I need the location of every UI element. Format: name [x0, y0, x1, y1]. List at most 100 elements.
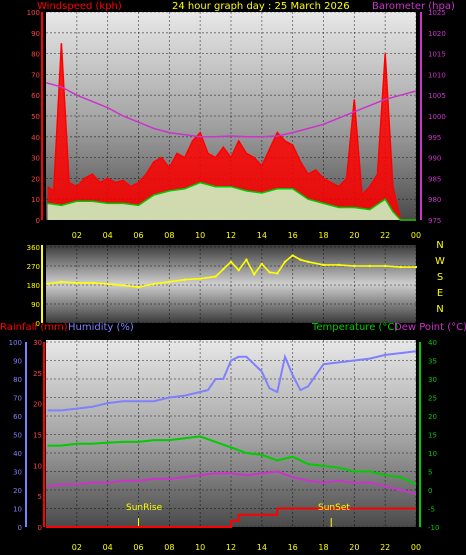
windspeed-tick-30: 30	[31, 155, 40, 163]
humidity-tick-40: 40	[13, 450, 22, 458]
barometer-tick-1015: 1015	[428, 51, 446, 59]
wind-direction-point	[383, 264, 387, 268]
temperature-tick-5: 5	[428, 469, 432, 477]
humidity-tick-20: 20	[13, 487, 22, 495]
direction-tick-180: 180	[27, 282, 40, 290]
direction-panel-axes: 0 90 180 270 360	[27, 244, 43, 328]
direction-tick-360: 360	[27, 244, 40, 252]
temperature-tick-15: 15	[428, 432, 437, 440]
temp-x-tick-12: 12	[226, 543, 236, 552]
wind-direction-point	[60, 280, 63, 284]
barometer-tick-1010: 1010	[428, 71, 446, 79]
wind-x-tick-20: 20	[349, 231, 359, 240]
wind-direction-point	[414, 265, 418, 269]
wind-x-tick-06: 06	[133, 231, 143, 240]
rainfall-tick-15: 15	[33, 432, 42, 440]
windspeed-tick-70: 70	[31, 71, 40, 79]
wind-panel-series	[45, 43, 417, 221]
humidity-tick-60: 60	[13, 413, 22, 421]
rainfall-tick-25: 25	[33, 370, 42, 378]
wind-direction-point	[168, 280, 171, 284]
windspeed-tick-50: 50	[31, 113, 40, 121]
windspeed-tick-20: 20	[31, 175, 40, 183]
temperature-tick-40: 40	[428, 339, 437, 347]
wind-x-tick-14: 14	[257, 231, 267, 240]
temperature-axis-label: Temperature (°C)	[311, 322, 398, 333]
temp-x-tick-00: 00	[411, 543, 421, 552]
wind-direction-point	[268, 271, 271, 274]
barometer-tick-980: 980	[428, 196, 441, 204]
wind-direction-point	[106, 282, 109, 286]
wind-average-area	[47, 182, 416, 220]
temp-x-tick-20: 20	[349, 543, 359, 552]
compass-letter-3: E	[437, 288, 443, 299]
rainfall-tick-0: 0	[38, 524, 42, 532]
wind-direction-point	[299, 258, 302, 261]
humidity-tick-90: 90	[13, 358, 22, 366]
rainfall-tick-20: 20	[33, 401, 42, 409]
wind-direction-point	[291, 254, 294, 257]
compass-letter-4: N	[436, 304, 443, 315]
windspeed-tick-40: 40	[31, 134, 40, 142]
wind-direction-point	[75, 281, 79, 285]
wind-direction-point	[252, 273, 256, 276]
windspeed-tick-90: 90	[31, 30, 40, 38]
wind-direction-point	[91, 281, 94, 285]
windspeed-axis-label: Windspeed (kph)	[37, 1, 122, 12]
rainfall-tick-5: 5	[38, 493, 42, 501]
temp-x-tick-04: 04	[103, 543, 113, 552]
wind-direction-point	[222, 267, 225, 271]
humidity-tick-70: 70	[13, 395, 22, 403]
rainfall-tick-30: 30	[33, 339, 42, 347]
sunrise-label: SunRise	[126, 503, 163, 513]
wind-direction-point	[46, 282, 49, 286]
direction-tick-0: 0	[36, 320, 40, 328]
barometer-tick-995: 995	[428, 134, 441, 142]
barometer-tick-1020: 1020	[428, 30, 446, 38]
humidity-tick-100: 100	[9, 339, 22, 347]
temperature-tick-30: 30	[428, 376, 437, 384]
barometer-tick-1005: 1005	[428, 92, 446, 100]
temperature-tick-0: 0	[428, 487, 432, 495]
rainfall-tick-10: 10	[33, 462, 42, 470]
barometer-tick-990: 990	[428, 155, 441, 163]
humidity-tick-50: 50	[13, 432, 22, 440]
wind-x-tick-04: 04	[103, 231, 113, 240]
wind-direction-point	[198, 277, 202, 280]
barometer-line	[45, 81, 417, 138]
dewpoint-axis-label: Dew Point (°C)	[394, 322, 466, 333]
rainfall-axis-label: Rainfall (mm)	[0, 322, 68, 333]
windspeed-tick-80: 80	[31, 51, 40, 59]
rainfall-line	[46, 507, 416, 528]
wind-x-tick-12: 12	[226, 231, 236, 240]
wind-direction-point	[245, 258, 248, 261]
temp-x-tick-18: 18	[318, 543, 328, 552]
chart-title: 24 hour graph day : 25 March 2026	[172, 1, 350, 12]
compass-letter-2: S	[437, 272, 443, 283]
wind-direction-point	[322, 263, 325, 267]
humidity-tick-0: 0	[18, 524, 22, 532]
direction-tick-90: 90	[31, 301, 40, 309]
humidity-axis-label: Humidity (%)	[68, 322, 134, 333]
humidity-tick-10: 10	[13, 506, 22, 514]
temp-x-tick-16: 16	[288, 543, 298, 552]
barometer-axis-label: Barometer (hpa)	[372, 1, 455, 12]
temperature-tick-25: 25	[428, 395, 437, 403]
wind-x-tick-10: 10	[195, 231, 205, 240]
wind-direction-point	[368, 264, 371, 268]
temp-x-tick-06: 06	[133, 543, 143, 552]
wind-x-tick-22: 22	[380, 231, 390, 240]
windspeed-tick-100: 100	[27, 9, 40, 17]
wind-direction-point	[121, 284, 125, 287]
barometer-tick-1000: 1000	[428, 113, 446, 121]
temperature-tick--5: -5	[428, 506, 435, 514]
temperature-tick--10: -10	[428, 524, 439, 532]
wind-direction-point	[306, 260, 310, 263]
barometer-tick-1025: 1025	[428, 9, 446, 17]
humidity-tick-80: 80	[13, 376, 22, 384]
wind-direction-point	[283, 260, 287, 263]
wind-direction-point	[214, 275, 217, 278]
windspeed-tick-60: 60	[31, 92, 40, 100]
